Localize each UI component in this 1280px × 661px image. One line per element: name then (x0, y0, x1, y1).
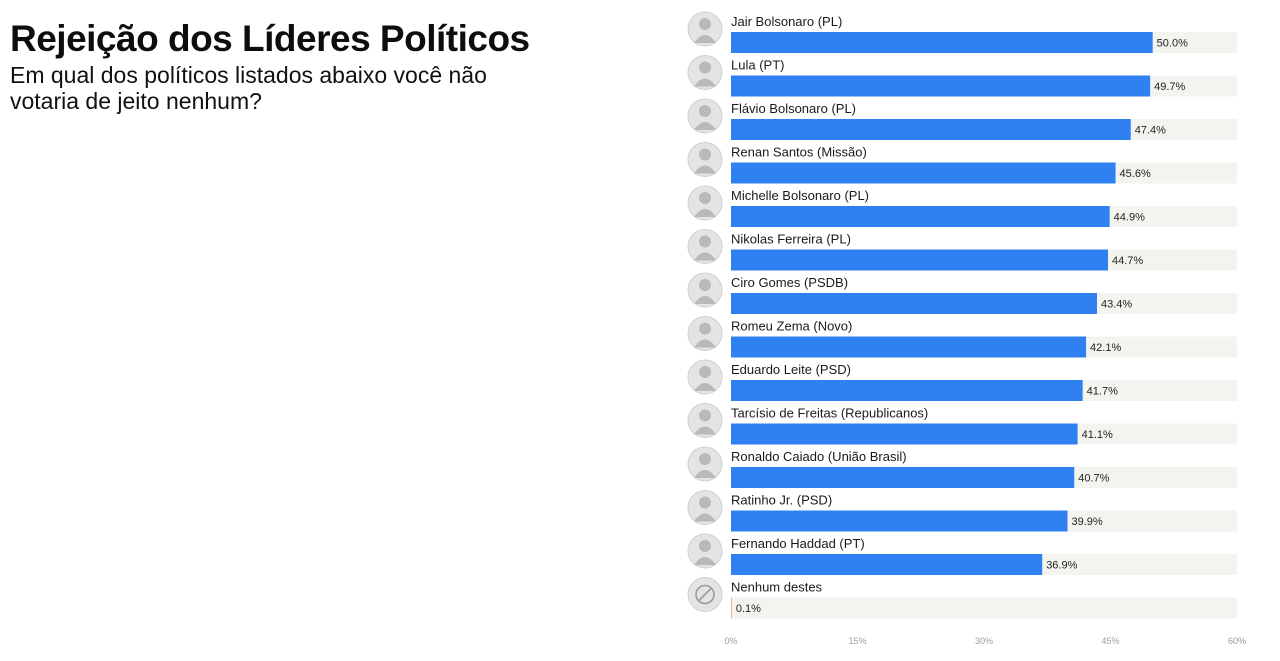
row-label: Eduardo Leite (PSD) (731, 362, 851, 377)
chart-title: Rejeição dos Líderes Políticos (10, 18, 530, 59)
bar (731, 75, 1151, 97)
row-label: Ciro Gomes (PSDB) (731, 275, 848, 290)
value-label: 40.7% (1078, 473, 1109, 485)
person-icon-head (699, 61, 711, 74)
bar (731, 380, 1083, 401)
row-label: Nikolas Ferreira (PL) (731, 232, 851, 247)
bar-track (731, 597, 1237, 619)
no-entry-icon (695, 584, 715, 605)
person-icon-head (699, 496, 711, 509)
person-icon-head (699, 409, 711, 422)
value-label: 39.9% (1071, 516, 1102, 528)
person-icon-body (694, 339, 716, 348)
value-label: 50.0% (1157, 38, 1188, 50)
person-icon-head (699, 148, 711, 161)
value-label: 45.6% (1120, 168, 1151, 180)
person-icon-head (699, 366, 711, 378)
x-tick-label: 60% (1228, 636, 1246, 646)
bar (731, 510, 1068, 532)
person-icon-head (699, 18, 711, 30)
bar (731, 206, 1110, 227)
row-label: Ronaldo Caiado (União Brasil) (731, 449, 907, 464)
value-label: 43.4% (1101, 299, 1132, 311)
value-label: 47.4% (1135, 125, 1166, 137)
row-label: Fernando Haddad (PT) (731, 536, 865, 551)
x-tick-label: 15% (848, 636, 866, 646)
person-icon-head (699, 279, 711, 291)
person-icon-body (694, 165, 716, 174)
bar (731, 597, 732, 619)
person-icon-body (694, 383, 716, 391)
person-icon-body (694, 209, 716, 217)
row-label: Flávio Bolsonaro (PL) (731, 101, 856, 116)
value-label: 41.1% (1082, 429, 1113, 441)
row-label: Renan Santos (Missão) (731, 145, 867, 160)
bar (731, 249, 1108, 271)
person-icon-body (694, 557, 716, 565)
person-icon-head (699, 192, 711, 204)
row-label: Ratinho Jr. (PSD) (731, 493, 832, 508)
person-icon-head (699, 540, 711, 552)
person-icon-head (699, 453, 711, 465)
bar (731, 554, 1043, 575)
no-entry-icon-slash (698, 587, 712, 602)
bar (731, 336, 1087, 358)
person-icon-body (694, 122, 716, 130)
x-tick-label: 0% (724, 636, 737, 646)
chart-header: Rejeição dos Líderes Políticos Em qual d… (10, 18, 570, 114)
row-label: Michelle Bolsonaro (PL) (731, 188, 869, 203)
row-label: Nenhum destes (731, 580, 823, 595)
row-label: Lula (PT) (731, 58, 784, 73)
bar (731, 467, 1075, 488)
row-label: Romeu Zema (Novo) (731, 319, 852, 334)
person-icon-body (694, 296, 716, 304)
value-label: 44.7% (1112, 255, 1143, 267)
bar (731, 293, 1098, 314)
person-icon-body (694, 470, 716, 478)
value-label: 44.9% (1114, 212, 1145, 224)
bar (731, 162, 1116, 184)
bar (731, 32, 1153, 53)
value-label: 0.1% (736, 603, 761, 615)
bar (731, 423, 1078, 445)
x-tick-label: 45% (1101, 636, 1119, 646)
person-icon-head (699, 235, 711, 248)
row-label: Jair Bolsonaro (PL) (731, 14, 842, 29)
value-label: 36.9% (1046, 560, 1077, 572)
person-icon-body (694, 35, 716, 43)
value-label: 41.7% (1087, 386, 1118, 398)
row-label: Tarcísio de Freitas (Republicanos) (731, 406, 928, 421)
bar (731, 119, 1131, 140)
person-icon-body (694, 513, 716, 522)
person-icon-head (699, 105, 711, 117)
person-icon-body (694, 252, 716, 261)
person-icon-body (694, 426, 716, 435)
person-icon-head (699, 322, 711, 335)
chart-subtitle: Em qual dos políticos listados abaixo vo… (10, 62, 487, 114)
value-label: 49.7% (1154, 81, 1185, 93)
value-label: 42.1% (1090, 342, 1121, 354)
person-icon-body (694, 78, 716, 87)
x-tick-label: 30% (975, 636, 993, 646)
